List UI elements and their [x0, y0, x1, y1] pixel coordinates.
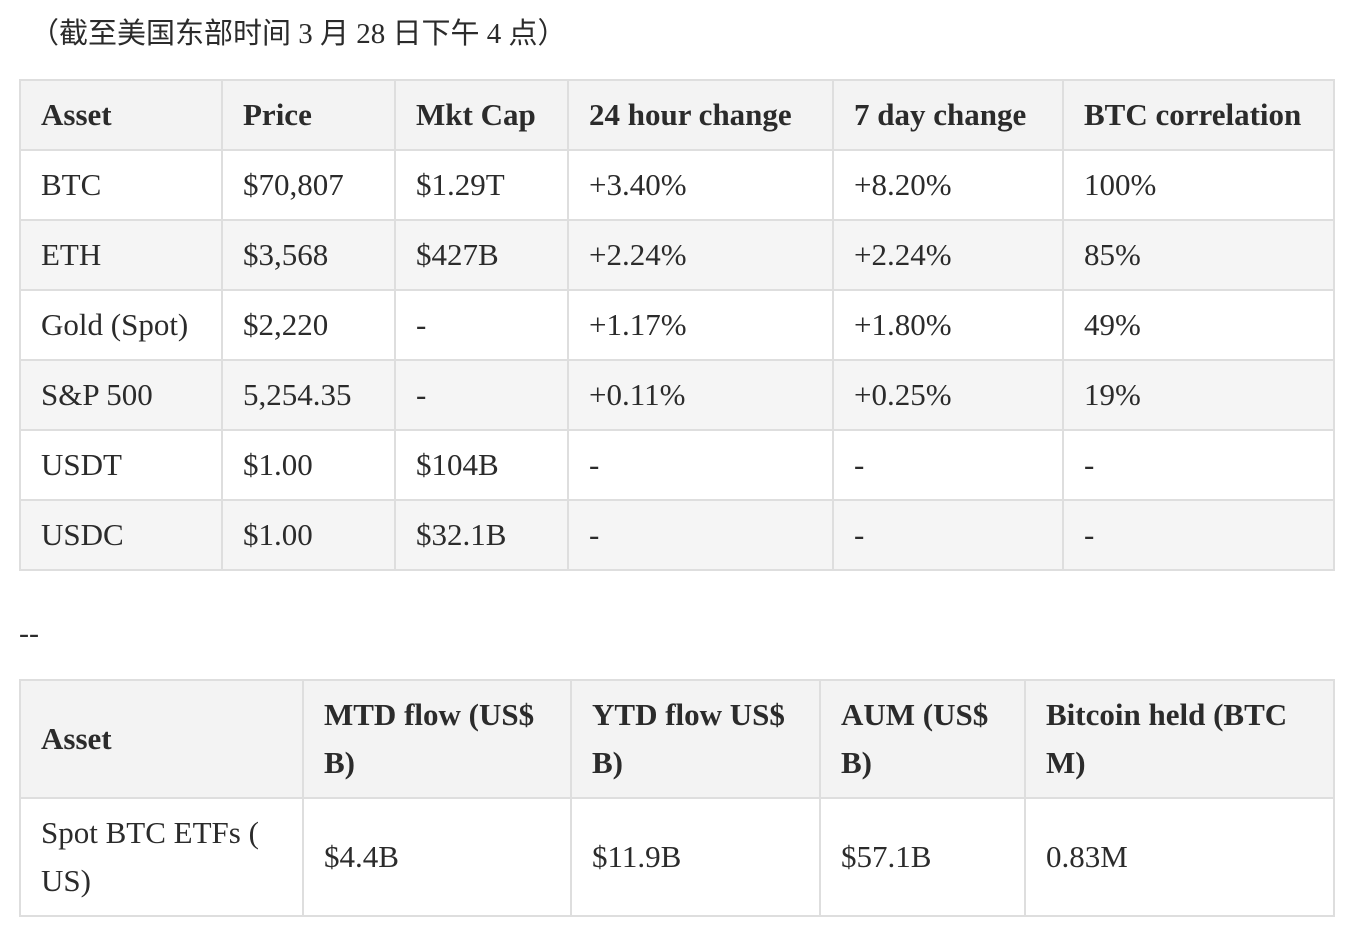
table-row: USDT $1.00 $104B - - -: [19, 429, 1335, 501]
cell-asset: ETH: [19, 219, 223, 291]
cell-btc-correlation: 49%: [1062, 289, 1335, 361]
column-header-asset: Asset: [19, 79, 223, 151]
cell-btc-correlation: 85%: [1062, 219, 1335, 291]
cell-mkt-cap: $427B: [394, 219, 569, 291]
column-header-asset: Asset: [19, 679, 304, 799]
column-header-mkt-cap: Mkt Cap: [394, 79, 569, 151]
cell-price: 5,254.35: [221, 359, 396, 431]
cell-asset: Gold (Spot): [19, 289, 223, 361]
cell-asset: USDC: [19, 499, 223, 571]
cell-price: $1.00: [221, 429, 396, 501]
cell-7d-change: +1.80%: [832, 289, 1064, 361]
cell-24h-change: +0.11%: [567, 359, 834, 431]
column-header-btc-correlation: BTC correlation: [1062, 79, 1335, 151]
cell-price: $2,220: [221, 289, 396, 361]
cell-aum: $57.1B: [819, 797, 1026, 917]
market-prices-table: Asset Price Mkt Cap 24 hour change 7 day…: [19, 79, 1335, 571]
column-header-price: Price: [221, 79, 396, 151]
cell-btc-correlation: 100%: [1062, 149, 1335, 221]
table-row: S&P 500 5,254.35 - +0.11% +0.25% 19%: [19, 359, 1335, 431]
column-header-mtd-flow: MTD flow (US$ B): [302, 679, 572, 799]
column-header-bitcoin-held: Bitcoin held (BTC M): [1024, 679, 1335, 799]
cell-24h-change: +3.40%: [567, 149, 834, 221]
column-header-ytd-flow: YTD flow US$ B): [570, 679, 821, 799]
cell-7d-change: -: [832, 499, 1064, 571]
table-row: Gold (Spot) $2,220 - +1.17% +1.80% 49%: [19, 289, 1335, 361]
cell-price: $1.00: [221, 499, 396, 571]
table-header-row: Asset Price Mkt Cap 24 hour change 7 day…: [19, 79, 1335, 151]
column-header-24h-change: 24 hour change: [567, 79, 834, 151]
cell-bitcoin-held: 0.83M: [1024, 797, 1335, 917]
cell-price: $3,568: [221, 219, 396, 291]
cell-btc-correlation: -: [1062, 499, 1335, 571]
column-header-aum: AUM (US$ B): [819, 679, 1026, 799]
cell-7d-change: +0.25%: [832, 359, 1064, 431]
cell-7d-change: +2.24%: [832, 219, 1064, 291]
caption: （截至美国东部时间 3 月 28 日下午 4 点）: [30, 18, 567, 50]
cell-7d-change: -: [832, 429, 1064, 501]
etf-flows-table: Asset MTD flow (US$ B) YTD flow US$ B) A…: [19, 679, 1335, 917]
cell-24h-change: +2.24%: [567, 219, 834, 291]
cell-mkt-cap: -: [394, 359, 569, 431]
cell-asset: USDT: [19, 429, 223, 501]
table-row: USDC $1.00 $32.1B - - -: [19, 499, 1335, 571]
table-header-row: Asset MTD flow (US$ B) YTD flow US$ B) A…: [19, 679, 1335, 799]
cell-mkt-cap: -: [394, 289, 569, 361]
cell-mkt-cap: $1.29T: [394, 149, 569, 221]
cell-24h-change: -: [567, 499, 834, 571]
cell-ytd-flow: $11.9B: [570, 797, 821, 917]
table-row: BTC $70,807 $1.29T +3.40% +8.20% 100%: [19, 149, 1335, 221]
section-divider: --: [19, 617, 39, 650]
cell-asset: BTC: [19, 149, 223, 221]
cell-24h-change: +1.17%: [567, 289, 834, 361]
cell-mtd-flow: $4.4B: [302, 797, 572, 917]
cell-btc-correlation: -: [1062, 429, 1335, 501]
cell-price: $70,807: [221, 149, 396, 221]
cell-mkt-cap: $104B: [394, 429, 569, 501]
cell-mkt-cap: $32.1B: [394, 499, 569, 571]
table-row: ETH $3,568 $427B +2.24% +2.24% 85%: [19, 219, 1335, 291]
cell-asset: Spot BTC ETFs ( US): [19, 797, 304, 917]
cell-btc-correlation: 19%: [1062, 359, 1335, 431]
column-header-7d-change: 7 day change: [832, 79, 1064, 151]
cell-asset: S&P 500: [19, 359, 223, 431]
table-row: Spot BTC ETFs ( US) $4.4B $11.9B $57.1B …: [19, 797, 1335, 917]
cell-7d-change: +8.20%: [832, 149, 1064, 221]
cell-24h-change: -: [567, 429, 834, 501]
